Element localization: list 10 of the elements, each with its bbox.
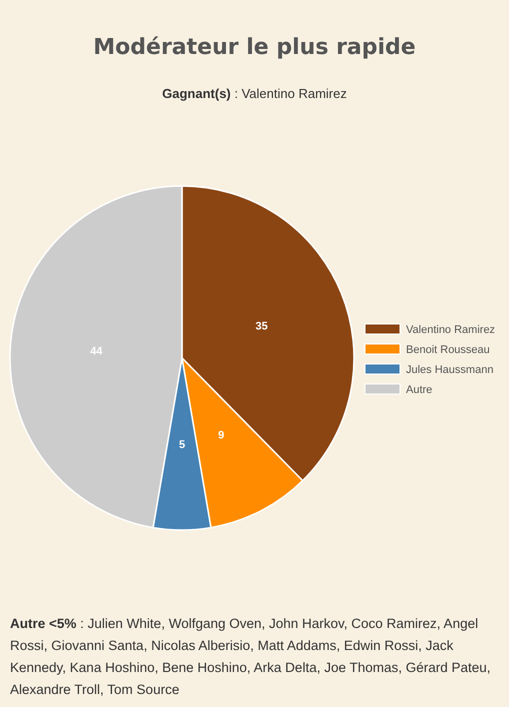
- legend-label: Autre: [406, 384, 432, 396]
- data-label: 9: [218, 429, 224, 442]
- data-label: 35: [255, 320, 268, 332]
- legend-label: Benoit Rousseau: [406, 344, 490, 356]
- text: Autre <5% : Julien White, Wolfgang Oven, John Harkov, Coco Ramirez, Angel Rossi, Giovanni Santa, Nicolas Alberisio, Matt Addams, Edwin Rossi, Jack Kennedy, Kana Hoshino, Bene Hoshino, Arka Delta, Joe Thomas, Gérard Pateu, Alexandre Troll, Tom Source: [10, 616, 491, 697]
- legend-label: Valentino Ramirez: [406, 324, 496, 336]
- data-label: 5: [178, 438, 186, 451]
- legend-label: Jules Haussmann: [406, 364, 494, 376]
- chart-title: Modérateur le plus rapide: [93, 35, 416, 60]
- chart-subtitle: Gagnant(s) : Valentino Ramirez: [162, 86, 347, 101]
